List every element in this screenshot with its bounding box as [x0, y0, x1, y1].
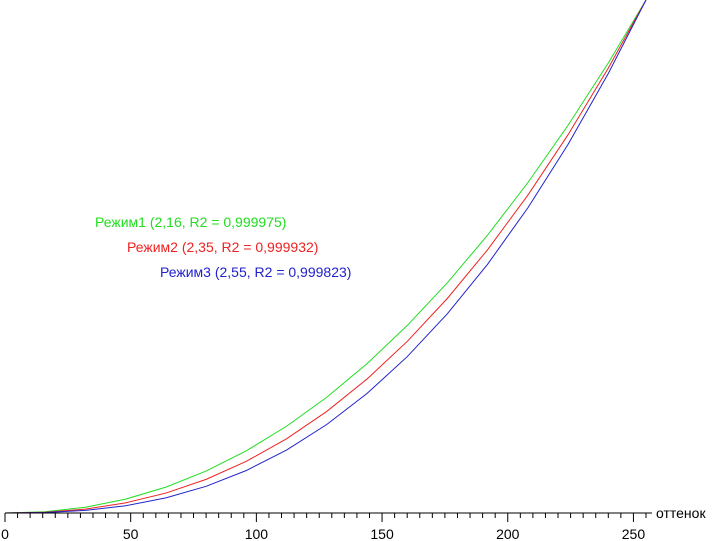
legend-label-mode3: Режим3 (2,55, R2 = 0,999823)	[160, 264, 351, 280]
legend-label-mode1: Режим1 (2,16, R2 = 0,999975)	[95, 214, 286, 230]
x-tick-label: 200	[496, 526, 520, 541]
series-line-mode1	[4, 0, 647, 514]
legend-label-mode2: Режим2 (2,35, R2 = 0,999932)	[127, 239, 318, 255]
x-tick-label: 100	[245, 526, 269, 541]
series-line-mode2	[4, 0, 647, 514]
x-axis-title: оттенок	[656, 505, 706, 521]
series-lines	[4, 0, 647, 514]
legend: Режим1 (2,16, R2 = 0,999975) Режим2 (2,3…	[95, 214, 351, 280]
x-tick-label: 150	[370, 526, 394, 541]
series-line-mode3	[4, 0, 647, 514]
x-tick-label: 50	[123, 526, 139, 541]
x-axis-ticks	[4, 513, 647, 522]
x-tick-label: 250	[622, 526, 646, 541]
x-axis-tick-labels: 0 50 100 150 200 250	[1, 526, 645, 541]
x-tick-label: 0	[1, 526, 9, 541]
